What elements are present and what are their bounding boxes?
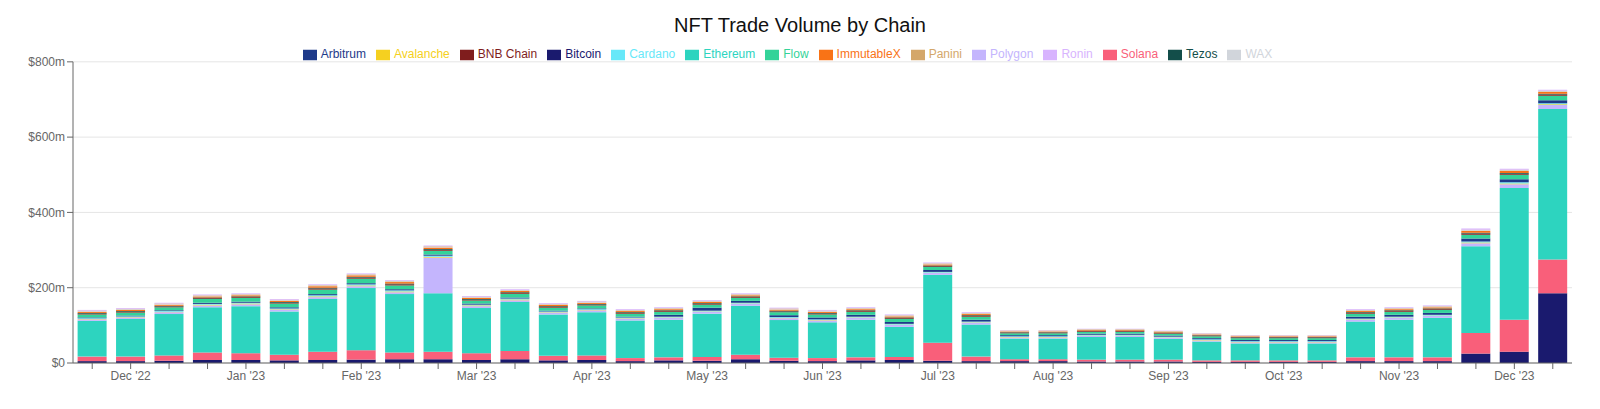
svg-text:Nov '23: Nov '23 bbox=[1379, 369, 1420, 383]
svg-text:Oct '23: Oct '23 bbox=[1265, 369, 1303, 383]
svg-text:$800m: $800m bbox=[28, 55, 65, 69]
svg-text:Sep '23: Sep '23 bbox=[1148, 369, 1189, 383]
svg-text:Jan '23: Jan '23 bbox=[227, 369, 266, 383]
html-text:ImmutableX: ImmutableX bbox=[836, 47, 901, 61]
html-text:Ronin: Ronin bbox=[1061, 47, 1093, 61]
html-text:Panini: Panini bbox=[928, 47, 962, 61]
svg-text:Apr '23: Apr '23 bbox=[573, 369, 611, 383]
html-text:Avalanche: Avalanche bbox=[394, 47, 450, 61]
svg-text:Mar '23: Mar '23 bbox=[457, 369, 497, 383]
html-text:Tezos: Tezos bbox=[1186, 47, 1218, 61]
svg-text:$200m: $200m bbox=[28, 281, 65, 295]
svg-text:May '23: May '23 bbox=[686, 369, 728, 383]
svg-text:Jun '23: Jun '23 bbox=[803, 369, 842, 383]
svg-text:$600m: $600m bbox=[28, 130, 65, 144]
html-text:NFT Trade Volume by Chain: NFT Trade Volume by Chain bbox=[674, 14, 926, 36]
svg-text:Dec '22: Dec '22 bbox=[110, 369, 151, 383]
html-text:BNB Chain: BNB Chain bbox=[477, 47, 538, 61]
svg-text:Feb '23: Feb '23 bbox=[341, 369, 381, 383]
html-text:Cardano: Cardano bbox=[629, 47, 676, 61]
svg-text:Dec '23: Dec '23 bbox=[1494, 369, 1535, 383]
html-text:Flow: Flow bbox=[783, 47, 809, 61]
html-text:WAX: WAX bbox=[1245, 47, 1273, 61]
html-text:Polygon: Polygon bbox=[990, 47, 1034, 61]
html-text:Solana: Solana bbox=[1120, 47, 1159, 61]
svg-text:$0: $0 bbox=[52, 356, 66, 370]
svg-text:Jul '23: Jul '23 bbox=[921, 369, 956, 383]
html-text:Bitcoin: Bitcoin bbox=[565, 47, 602, 61]
html-text:Ethereum: Ethereum bbox=[703, 47, 756, 61]
html-text:Arbitrum: Arbitrum bbox=[320, 47, 366, 61]
svg-text:$400m: $400m bbox=[28, 206, 65, 220]
svg-text:Aug '23: Aug '23 bbox=[1033, 369, 1074, 383]
